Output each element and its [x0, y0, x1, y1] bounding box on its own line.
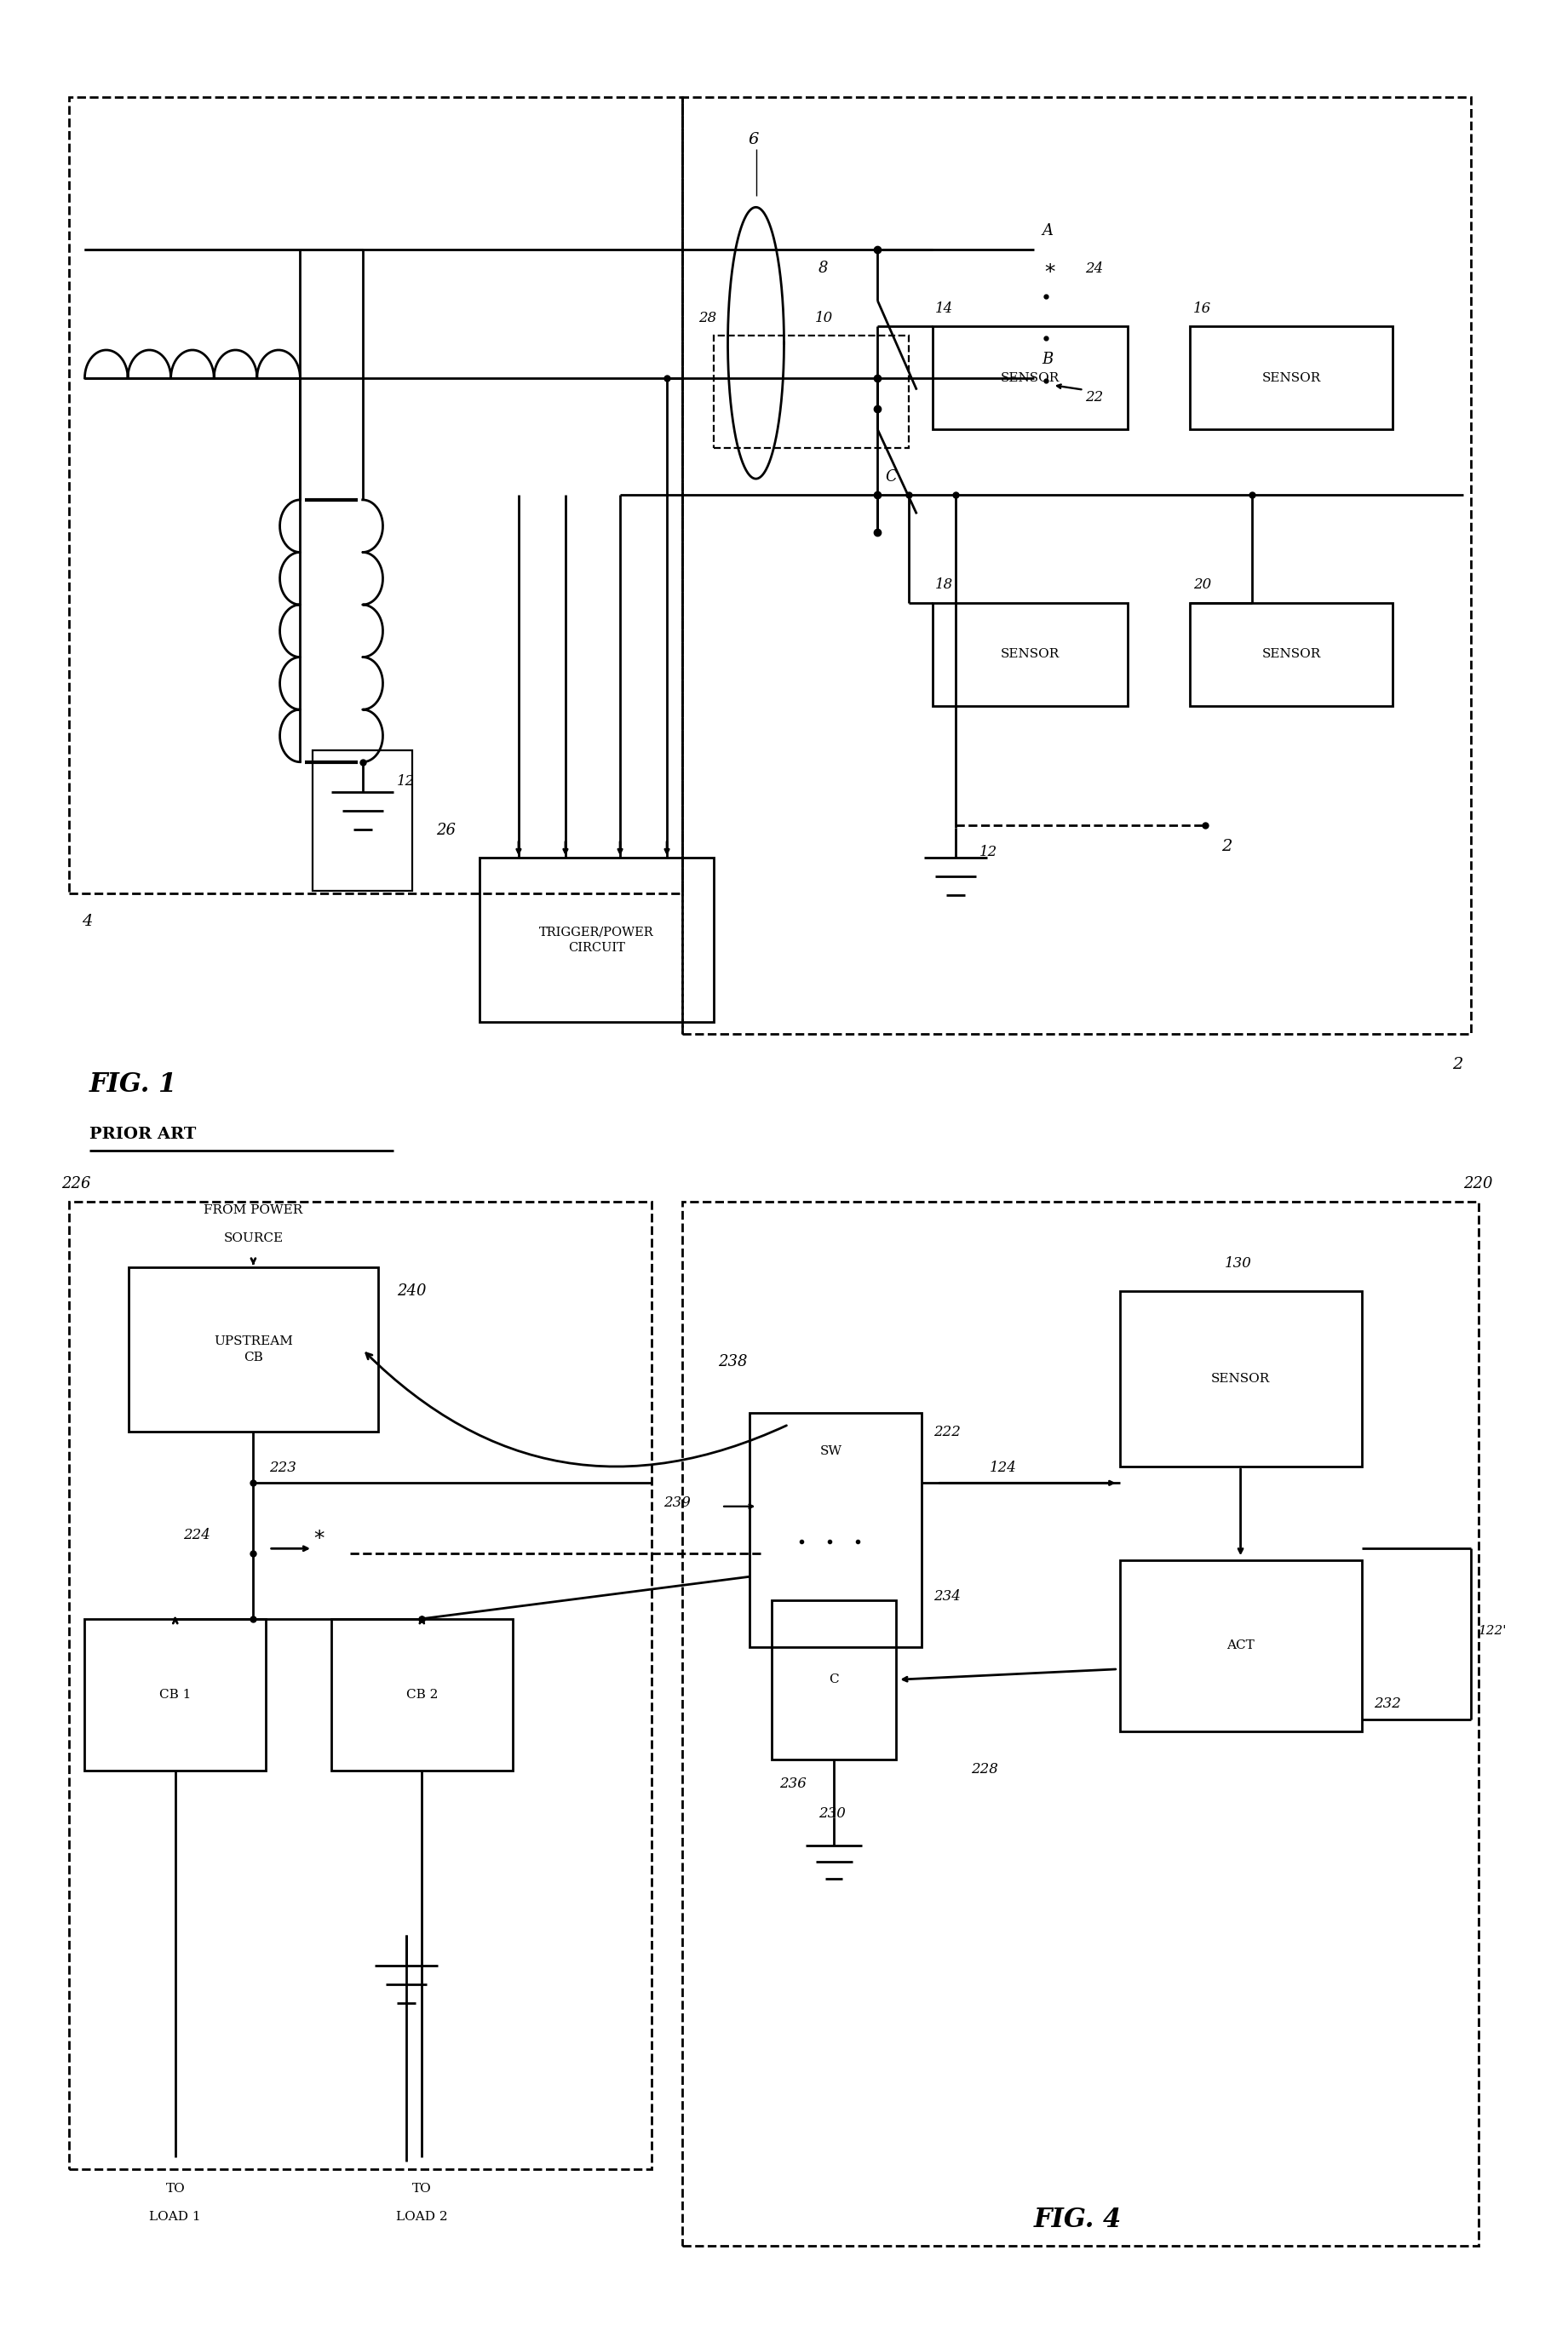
Text: C: C: [886, 470, 897, 484]
Text: TO: TO: [166, 2184, 185, 2195]
Text: 26: 26: [436, 822, 456, 838]
Text: 124: 124: [989, 1460, 1016, 1475]
Bar: [933, 326, 1127, 430]
Bar: [713, 336, 909, 448]
Text: 18: 18: [936, 578, 953, 592]
Bar: [933, 603, 1127, 707]
Bar: [312, 751, 412, 890]
Text: FIG. 4: FIG. 4: [1033, 2207, 1121, 2233]
Text: 220: 220: [1463, 1176, 1493, 1190]
Text: 234: 234: [935, 1590, 961, 1604]
Text: 122': 122': [1479, 1625, 1507, 1637]
Text: 2: 2: [1221, 838, 1231, 855]
Text: 8: 8: [818, 261, 828, 277]
Text: 10: 10: [815, 310, 833, 326]
Text: 222: 222: [935, 1425, 961, 1439]
Bar: [69, 1202, 651, 2170]
Text: CB 1: CB 1: [160, 1688, 191, 1700]
Text: PRIOR ART: PRIOR ART: [89, 1127, 196, 1141]
Text: 230: 230: [818, 1806, 845, 1822]
Bar: [331, 1618, 513, 1770]
Text: SENSOR: SENSOR: [1262, 648, 1320, 660]
Bar: [750, 1413, 922, 1646]
Text: *: *: [1044, 263, 1055, 284]
Text: 224: 224: [183, 1529, 210, 1543]
Bar: [1190, 603, 1392, 707]
Text: SW: SW: [820, 1446, 842, 1458]
Text: FROM POWER: FROM POWER: [204, 1205, 303, 1216]
Text: 236: 236: [779, 1775, 806, 1792]
Bar: [69, 96, 682, 892]
Text: 239: 239: [663, 1496, 691, 1510]
Text: 232: 232: [1374, 1698, 1402, 1712]
Bar: [1120, 1291, 1361, 1468]
Text: 14: 14: [936, 301, 953, 317]
Text: 226: 226: [61, 1176, 91, 1190]
Text: B: B: [1041, 352, 1052, 366]
Text: 28: 28: [698, 310, 717, 326]
Text: SENSOR: SENSOR: [1000, 371, 1060, 385]
Bar: [1190, 326, 1392, 430]
Bar: [771, 1599, 897, 1759]
Bar: [85, 1618, 267, 1770]
Text: SENSOR: SENSOR: [1262, 371, 1320, 385]
Text: 240: 240: [397, 1284, 426, 1298]
Bar: [480, 857, 713, 1021]
Text: 24: 24: [1085, 261, 1104, 277]
Text: 2: 2: [1452, 1057, 1463, 1073]
Text: LOAD 1: LOAD 1: [149, 2212, 201, 2224]
Text: 6: 6: [748, 131, 759, 148]
Text: LOAD 2: LOAD 2: [397, 2212, 448, 2224]
Text: 12: 12: [978, 845, 997, 859]
Bar: [682, 1202, 1479, 2247]
Text: FIG. 1: FIG. 1: [89, 1071, 177, 1099]
Text: ACT: ACT: [1226, 1639, 1254, 1651]
Text: 228: 228: [971, 1763, 999, 1777]
Text: UPSTREAM
CB: UPSTREAM CB: [213, 1336, 293, 1364]
Bar: [682, 96, 1471, 1033]
Text: 223: 223: [268, 1460, 296, 1475]
Bar: [129, 1268, 378, 1432]
Text: SOURCE: SOURCE: [223, 1233, 284, 1244]
Text: 20: 20: [1193, 578, 1210, 592]
Text: 16: 16: [1193, 301, 1210, 317]
Text: CB 2: CB 2: [406, 1688, 437, 1700]
Bar: [1120, 1561, 1361, 1730]
Text: A: A: [1041, 223, 1052, 239]
Text: TRIGGER/POWER
CIRCUIT: TRIGGER/POWER CIRCUIT: [539, 925, 654, 953]
Text: 130: 130: [1225, 1256, 1253, 1270]
Text: SENSOR: SENSOR: [1210, 1374, 1270, 1385]
Text: TO: TO: [412, 2184, 431, 2195]
Text: *: *: [314, 1529, 325, 1550]
Text: 12: 12: [397, 775, 416, 789]
Text: C: C: [829, 1674, 839, 1686]
Text: SENSOR: SENSOR: [1000, 648, 1060, 660]
Text: 4: 4: [82, 913, 93, 930]
Text: 22: 22: [1085, 390, 1104, 404]
Text: 238: 238: [718, 1355, 748, 1369]
